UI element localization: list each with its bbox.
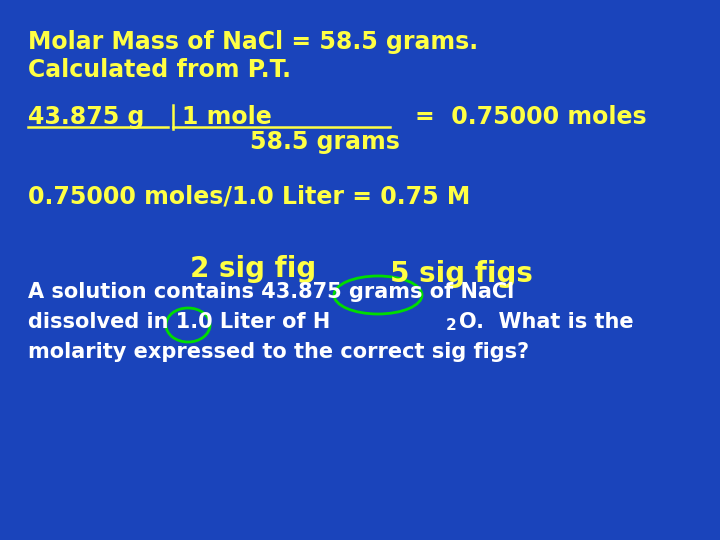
Text: A solution contains 43.875 grams of NaCl: A solution contains 43.875 grams of NaCl — [28, 282, 514, 302]
Text: 58.5 grams: 58.5 grams — [250, 130, 400, 154]
Text: O.  What is the: O. What is the — [459, 312, 634, 332]
Text: 2: 2 — [446, 318, 456, 333]
Text: 0.75000 moles/1.0 Liter = 0.75 M: 0.75000 moles/1.0 Liter = 0.75 M — [28, 185, 470, 209]
Text: 5 sig figs: 5 sig figs — [390, 260, 533, 288]
Text: 2 sig fig: 2 sig fig — [190, 255, 316, 283]
Text: dissolved in 1.0 Liter of H: dissolved in 1.0 Liter of H — [28, 312, 330, 332]
Text: molarity expressed to the correct sig figs?: molarity expressed to the correct sig fi… — [28, 342, 529, 362]
Text: 43.875 g: 43.875 g — [28, 105, 145, 129]
Text: Molar Mass of NaCl = 58.5 grams.: Molar Mass of NaCl = 58.5 grams. — [28, 30, 478, 54]
Text: =  0.75000 moles: = 0.75000 moles — [415, 105, 647, 129]
Text: Calculated from P.T.: Calculated from P.T. — [28, 58, 291, 82]
Text: 1 mole: 1 mole — [182, 105, 271, 129]
